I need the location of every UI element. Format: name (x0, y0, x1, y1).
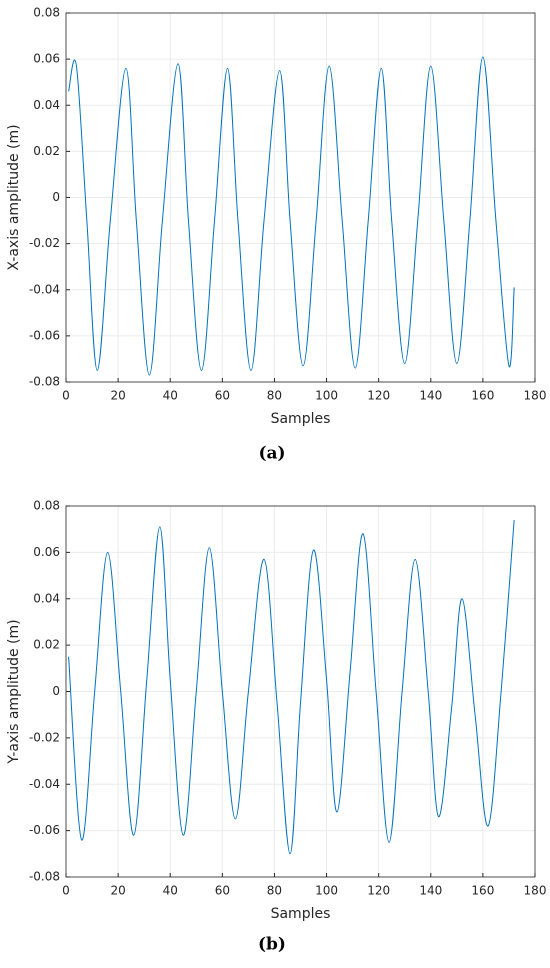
caption: (b) (258, 935, 286, 955)
x-axis-label: Samples (271, 906, 331, 922)
data-line (68, 56, 515, 376)
caption: (a) (258, 444, 285, 464)
y-axis-label: X-axis amplitude (m) (6, 124, 22, 270)
x-tick-label: 20 (110, 884, 125, 898)
y-tick-label: -0.04 (29, 282, 60, 296)
plot-frame (65, 505, 536, 878)
x-tick-label: 140 (419, 884, 442, 898)
x-tick-label: 160 (471, 389, 494, 403)
y-tick-label: 0.08 (33, 6, 60, 20)
data-line (68, 519, 515, 855)
x-tick-label: 60 (215, 389, 230, 403)
y-tick-label: -0.02 (29, 236, 60, 250)
x-tick-label: 140 (419, 389, 442, 403)
x-tick-label: 40 (163, 884, 178, 898)
y-tick-label: -0.04 (29, 777, 60, 791)
y-tick-label: -0.06 (29, 328, 60, 342)
x-tick-label: 0 (62, 389, 70, 403)
y-tick-label: 0.02 (33, 638, 60, 652)
x-tick-label: 120 (367, 389, 390, 403)
x-tick-label: 120 (367, 884, 390, 898)
x-tick-label: 100 (315, 389, 338, 403)
x-tick-label: 20 (110, 389, 125, 403)
y-tick-label: -0.08 (29, 870, 60, 884)
x-tick-label: 80 (267, 389, 282, 403)
x-tick-label: 160 (471, 884, 494, 898)
y-tick-label: -0.08 (29, 375, 60, 389)
x-axis-label: Samples (271, 411, 331, 427)
y-tick-label: 0.02 (33, 144, 60, 158)
y-tick-label: 0.06 (33, 545, 60, 559)
x-tick-label: 180 (524, 389, 547, 403)
x-tick-label: 80 (267, 884, 282, 898)
y-tick-label: 0.04 (33, 98, 60, 112)
y-tick-label: 0.04 (33, 591, 60, 605)
x-tick-label: 100 (315, 884, 338, 898)
y-tick-label: 0.08 (33, 499, 60, 513)
y-axis-label: Y-axis amplitude (m) (6, 619, 22, 764)
y-tick-label: -0.02 (29, 730, 60, 744)
x-tick-label: 180 (524, 884, 547, 898)
y-tick-label: 0 (52, 190, 60, 204)
y-tick-label: 0.06 (33, 52, 60, 66)
x-tick-label: 60 (215, 884, 230, 898)
y-tick-label: -0.06 (29, 823, 60, 837)
x-tick-label: 40 (163, 389, 178, 403)
plot-frame (65, 12, 536, 383)
x-tick-label: 0 (62, 884, 70, 898)
y-tick-label: 0 (52, 684, 60, 698)
